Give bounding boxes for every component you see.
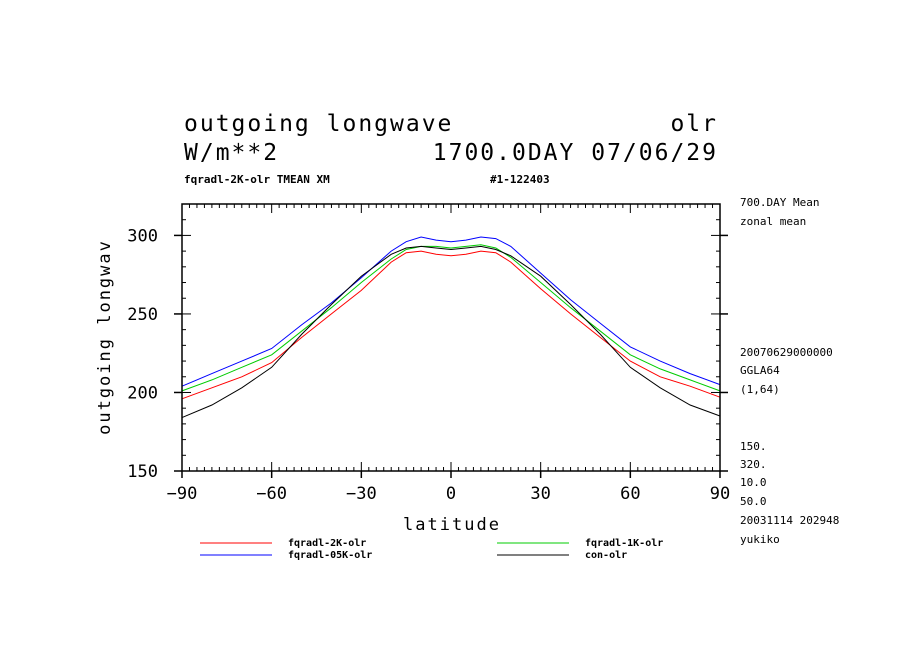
units-label: W/m**2 bbox=[184, 140, 279, 166]
side-info-int1: 10.0 bbox=[740, 476, 767, 489]
side-info-int2: 50.0 bbox=[740, 495, 767, 508]
x-tick-label: 0 bbox=[446, 484, 456, 504]
plot-frame bbox=[181, 203, 721, 472]
series-line-fqradl-05K-olr bbox=[181, 236, 721, 387]
x-tick-label: 30 bbox=[530, 484, 550, 504]
side-info-created: 20031114 202948 bbox=[740, 514, 839, 527]
side-info-index: (1,64) bbox=[740, 383, 780, 396]
y-axis-label: outgoing longwav bbox=[95, 239, 115, 435]
series-line-fqradl-2K-olr bbox=[181, 250, 721, 400]
y-tick-label: 150 bbox=[127, 462, 158, 482]
side-info-user: yukiko bbox=[740, 533, 780, 546]
y-tick-label: 200 bbox=[127, 383, 158, 403]
x-tick-label: −30 bbox=[346, 484, 377, 504]
time-info: 1700.0DAY 07/06/29 bbox=[433, 140, 718, 166]
chart-title: outgoing longwave bbox=[184, 111, 453, 137]
y-tick-label: 300 bbox=[127, 226, 158, 246]
side-info-mean: 700.DAY Mean bbox=[740, 196, 819, 209]
x-tick-label: 90 bbox=[710, 484, 730, 504]
legend-label-con-olr: con-olr bbox=[585, 550, 627, 561]
series-line-fqradl-1K-olr bbox=[181, 244, 721, 392]
legend-label-fqradl-05K-olr: fqradl-05K-olr bbox=[288, 550, 372, 561]
x-tick-label: −60 bbox=[256, 484, 287, 504]
y-tick-label: 250 bbox=[127, 305, 158, 325]
variable-name: olr bbox=[670, 111, 718, 137]
legend-label-fqradl-1K-olr: fqradl-1K-olr bbox=[585, 538, 663, 549]
subtitle-left: fqradl-2K-olr TMEAN XM bbox=[184, 173, 330, 186]
x-axis-label: latitude bbox=[403, 515, 501, 535]
side-info-zonal: zonal mean bbox=[740, 215, 806, 228]
x-tick-label: −90 bbox=[167, 484, 198, 504]
legend-label-fqradl-2K-olr: fqradl-2K-olr bbox=[288, 538, 366, 549]
subtitle-right: #1-122403 bbox=[490, 173, 550, 186]
side-info-grid: GGLA64 bbox=[740, 364, 780, 377]
series-line-con-olr bbox=[181, 245, 721, 419]
x-tick-label: 60 bbox=[620, 484, 640, 504]
side-info-max: 320. bbox=[740, 458, 767, 471]
side-info-min: 150. bbox=[740, 440, 767, 453]
side-info-date: 20070629000000 bbox=[740, 346, 833, 359]
